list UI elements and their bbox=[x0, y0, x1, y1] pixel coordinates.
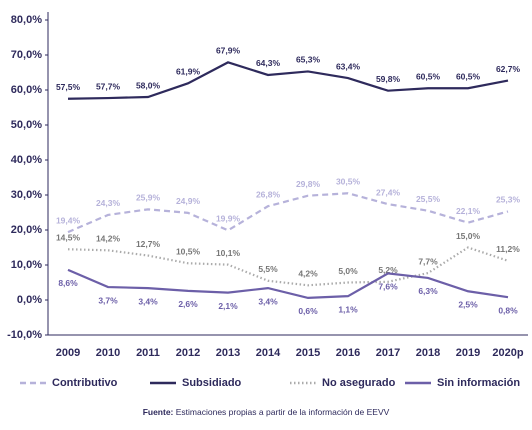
data-label: 64,3% bbox=[256, 58, 281, 68]
data-label: 27,4% bbox=[376, 187, 401, 197]
data-label: 7,6% bbox=[378, 282, 398, 292]
data-label: 67,9% bbox=[216, 46, 241, 56]
data-label: 65,3% bbox=[296, 55, 321, 65]
data-label: 60,5% bbox=[456, 72, 481, 82]
data-label: 10,5% bbox=[176, 247, 201, 257]
data-label: 24,9% bbox=[176, 196, 201, 206]
y-tick-label: 50,0% bbox=[11, 119, 42, 131]
data-label: 63,4% bbox=[336, 61, 361, 71]
y-tick-label: 70,0% bbox=[11, 49, 42, 61]
series-line bbox=[67, 268, 509, 300]
y-tick-label: 80,0% bbox=[11, 14, 42, 26]
data-label: 10,1% bbox=[216, 248, 241, 258]
legend-label: Sin información bbox=[437, 377, 520, 389]
legend-label: Subsidiado bbox=[182, 377, 242, 389]
data-label: 6,3% bbox=[418, 286, 438, 296]
data-label: 2,5% bbox=[458, 300, 478, 310]
data-label: 14,2% bbox=[96, 234, 121, 244]
data-label: 0,8% bbox=[498, 305, 518, 315]
y-tick-label: 40,0% bbox=[11, 154, 42, 166]
data-label: 4,2% bbox=[298, 269, 318, 279]
data-label: 3,4% bbox=[258, 296, 278, 306]
data-label: 2,1% bbox=[218, 301, 238, 311]
data-label: 22,1% bbox=[456, 206, 481, 216]
footer: Fuente: Estimaciones propias a partir de… bbox=[143, 407, 390, 417]
y-tick-label: 0,0% bbox=[17, 294, 42, 306]
data-label: 15,0% bbox=[456, 231, 481, 241]
y-tick-label: 60,0% bbox=[11, 84, 42, 96]
data-label: 19,9% bbox=[216, 214, 241, 224]
y-tick-label: 20,0% bbox=[11, 224, 42, 236]
x-tick-label: 2010 bbox=[96, 347, 120, 359]
y-tick-label: 10,0% bbox=[11, 259, 42, 271]
data-label: 57,7% bbox=[96, 81, 121, 91]
data-label: 30,5% bbox=[336, 177, 361, 187]
series-line bbox=[67, 61, 509, 100]
series-line bbox=[67, 246, 509, 287]
x-tick-label: 2014 bbox=[256, 347, 281, 359]
data-label: 29,8% bbox=[296, 179, 321, 189]
data-label: 60,5% bbox=[416, 72, 441, 82]
data-label: 24,3% bbox=[96, 198, 121, 208]
x-tick-label: 2020p bbox=[492, 347, 523, 359]
data-label: 25,9% bbox=[136, 193, 161, 203]
data-label: 11,2% bbox=[496, 244, 520, 254]
data-label: 19,4% bbox=[56, 215, 81, 225]
data-label: 26,8% bbox=[256, 189, 281, 199]
x-tick-label: 2017 bbox=[376, 347, 400, 359]
x-tick-label: 2012 bbox=[176, 347, 200, 359]
legend-label: No asegurado bbox=[322, 377, 396, 389]
data-label: 61,9% bbox=[176, 67, 201, 77]
data-label: 2,6% bbox=[178, 299, 198, 309]
data-label: 5,2% bbox=[378, 265, 398, 275]
data-label: 59,8% bbox=[376, 74, 401, 84]
data-label: 0,6% bbox=[298, 306, 318, 316]
data-label: 25,5% bbox=[416, 194, 441, 204]
legend-label: Contributivo bbox=[52, 377, 118, 389]
data-label: 5,5% bbox=[258, 264, 278, 274]
series-line bbox=[67, 192, 509, 234]
data-label: 25,3% bbox=[496, 195, 521, 205]
x-tick-label: 2019 bbox=[456, 347, 480, 359]
data-label: 3,7% bbox=[98, 295, 118, 305]
data-label: 14,5% bbox=[56, 233, 81, 243]
x-tick-label: 2018 bbox=[416, 347, 440, 359]
data-label: 58,0% bbox=[136, 80, 161, 90]
data-label: 62,7% bbox=[496, 64, 521, 74]
footer-text: Estimaciones propias a partir de la info… bbox=[173, 407, 389, 417]
data-label: 12,7% bbox=[136, 239, 161, 249]
data-label: 5,0% bbox=[338, 266, 358, 276]
x-tick-label: 2011 bbox=[136, 347, 160, 359]
footer-label: Fuente: bbox=[143, 407, 174, 417]
data-label: 7,7% bbox=[418, 256, 438, 266]
x-tick-label: 2015 bbox=[296, 347, 320, 359]
y-tick-label: 30,0% bbox=[11, 189, 42, 201]
x-tick-label: 2009 bbox=[56, 347, 80, 359]
x-tick-label: 2013 bbox=[216, 347, 240, 359]
data-label: 57,5% bbox=[56, 82, 81, 92]
data-label: 3,4% bbox=[138, 296, 158, 306]
x-tick-label: 2016 bbox=[336, 347, 360, 359]
data-label: 1,1% bbox=[338, 304, 358, 314]
y-tick-label: -10,0% bbox=[7, 329, 42, 341]
data-label: 8,6% bbox=[58, 278, 78, 288]
